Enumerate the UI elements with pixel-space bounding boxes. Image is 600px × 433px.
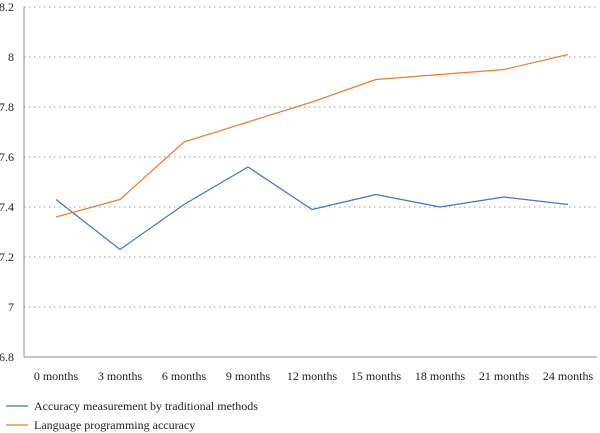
x-tick-label: 3 months bbox=[98, 369, 143, 383]
x-tick-label: 15 months bbox=[351, 369, 402, 383]
gridlines bbox=[24, 6, 597, 308]
x-tick-label: 6 months bbox=[162, 369, 207, 383]
x-tick-labels: 0 months 3 months 6 months 9 months 12 month… bbox=[34, 369, 594, 383]
series-line-1 bbox=[55, 166, 569, 251]
legend-label: Language programming accuracy bbox=[34, 418, 195, 432]
y-tick-label: 8 bbox=[8, 50, 14, 64]
series-lines bbox=[55, 53, 569, 251]
y-tick-label: 7.4 bbox=[0, 200, 14, 214]
x-tick-label: 12 months bbox=[287, 369, 338, 383]
series-line-2 bbox=[55, 53, 569, 218]
y-tick-label: 7.2 bbox=[0, 250, 14, 264]
axes bbox=[23, 7, 597, 358]
x-tick-label: 0 months bbox=[34, 369, 79, 383]
x-tick-label: 18 months bbox=[415, 369, 466, 383]
y-tick-labels: 6.8 7 7.2 7.4 7.6 7.8 8 8.2 bbox=[0, 0, 14, 364]
x-tick-label: 9 months bbox=[226, 369, 271, 383]
x-tick-label: 21 months bbox=[479, 369, 530, 383]
y-tick-label: 7 bbox=[8, 300, 14, 314]
y-tick-label: 8.2 bbox=[0, 0, 14, 14]
y-tick-label: 7.6 bbox=[0, 150, 14, 164]
legend-label: Accuracy measurement by traditional meth… bbox=[34, 399, 258, 413]
x-tick-label: 24 months bbox=[543, 369, 594, 383]
legend: Accuracy measurement by traditional meth… bbox=[6, 399, 258, 432]
y-tick-label: 7.8 bbox=[0, 100, 14, 114]
y-tick-label: 6.8 bbox=[0, 350, 14, 364]
